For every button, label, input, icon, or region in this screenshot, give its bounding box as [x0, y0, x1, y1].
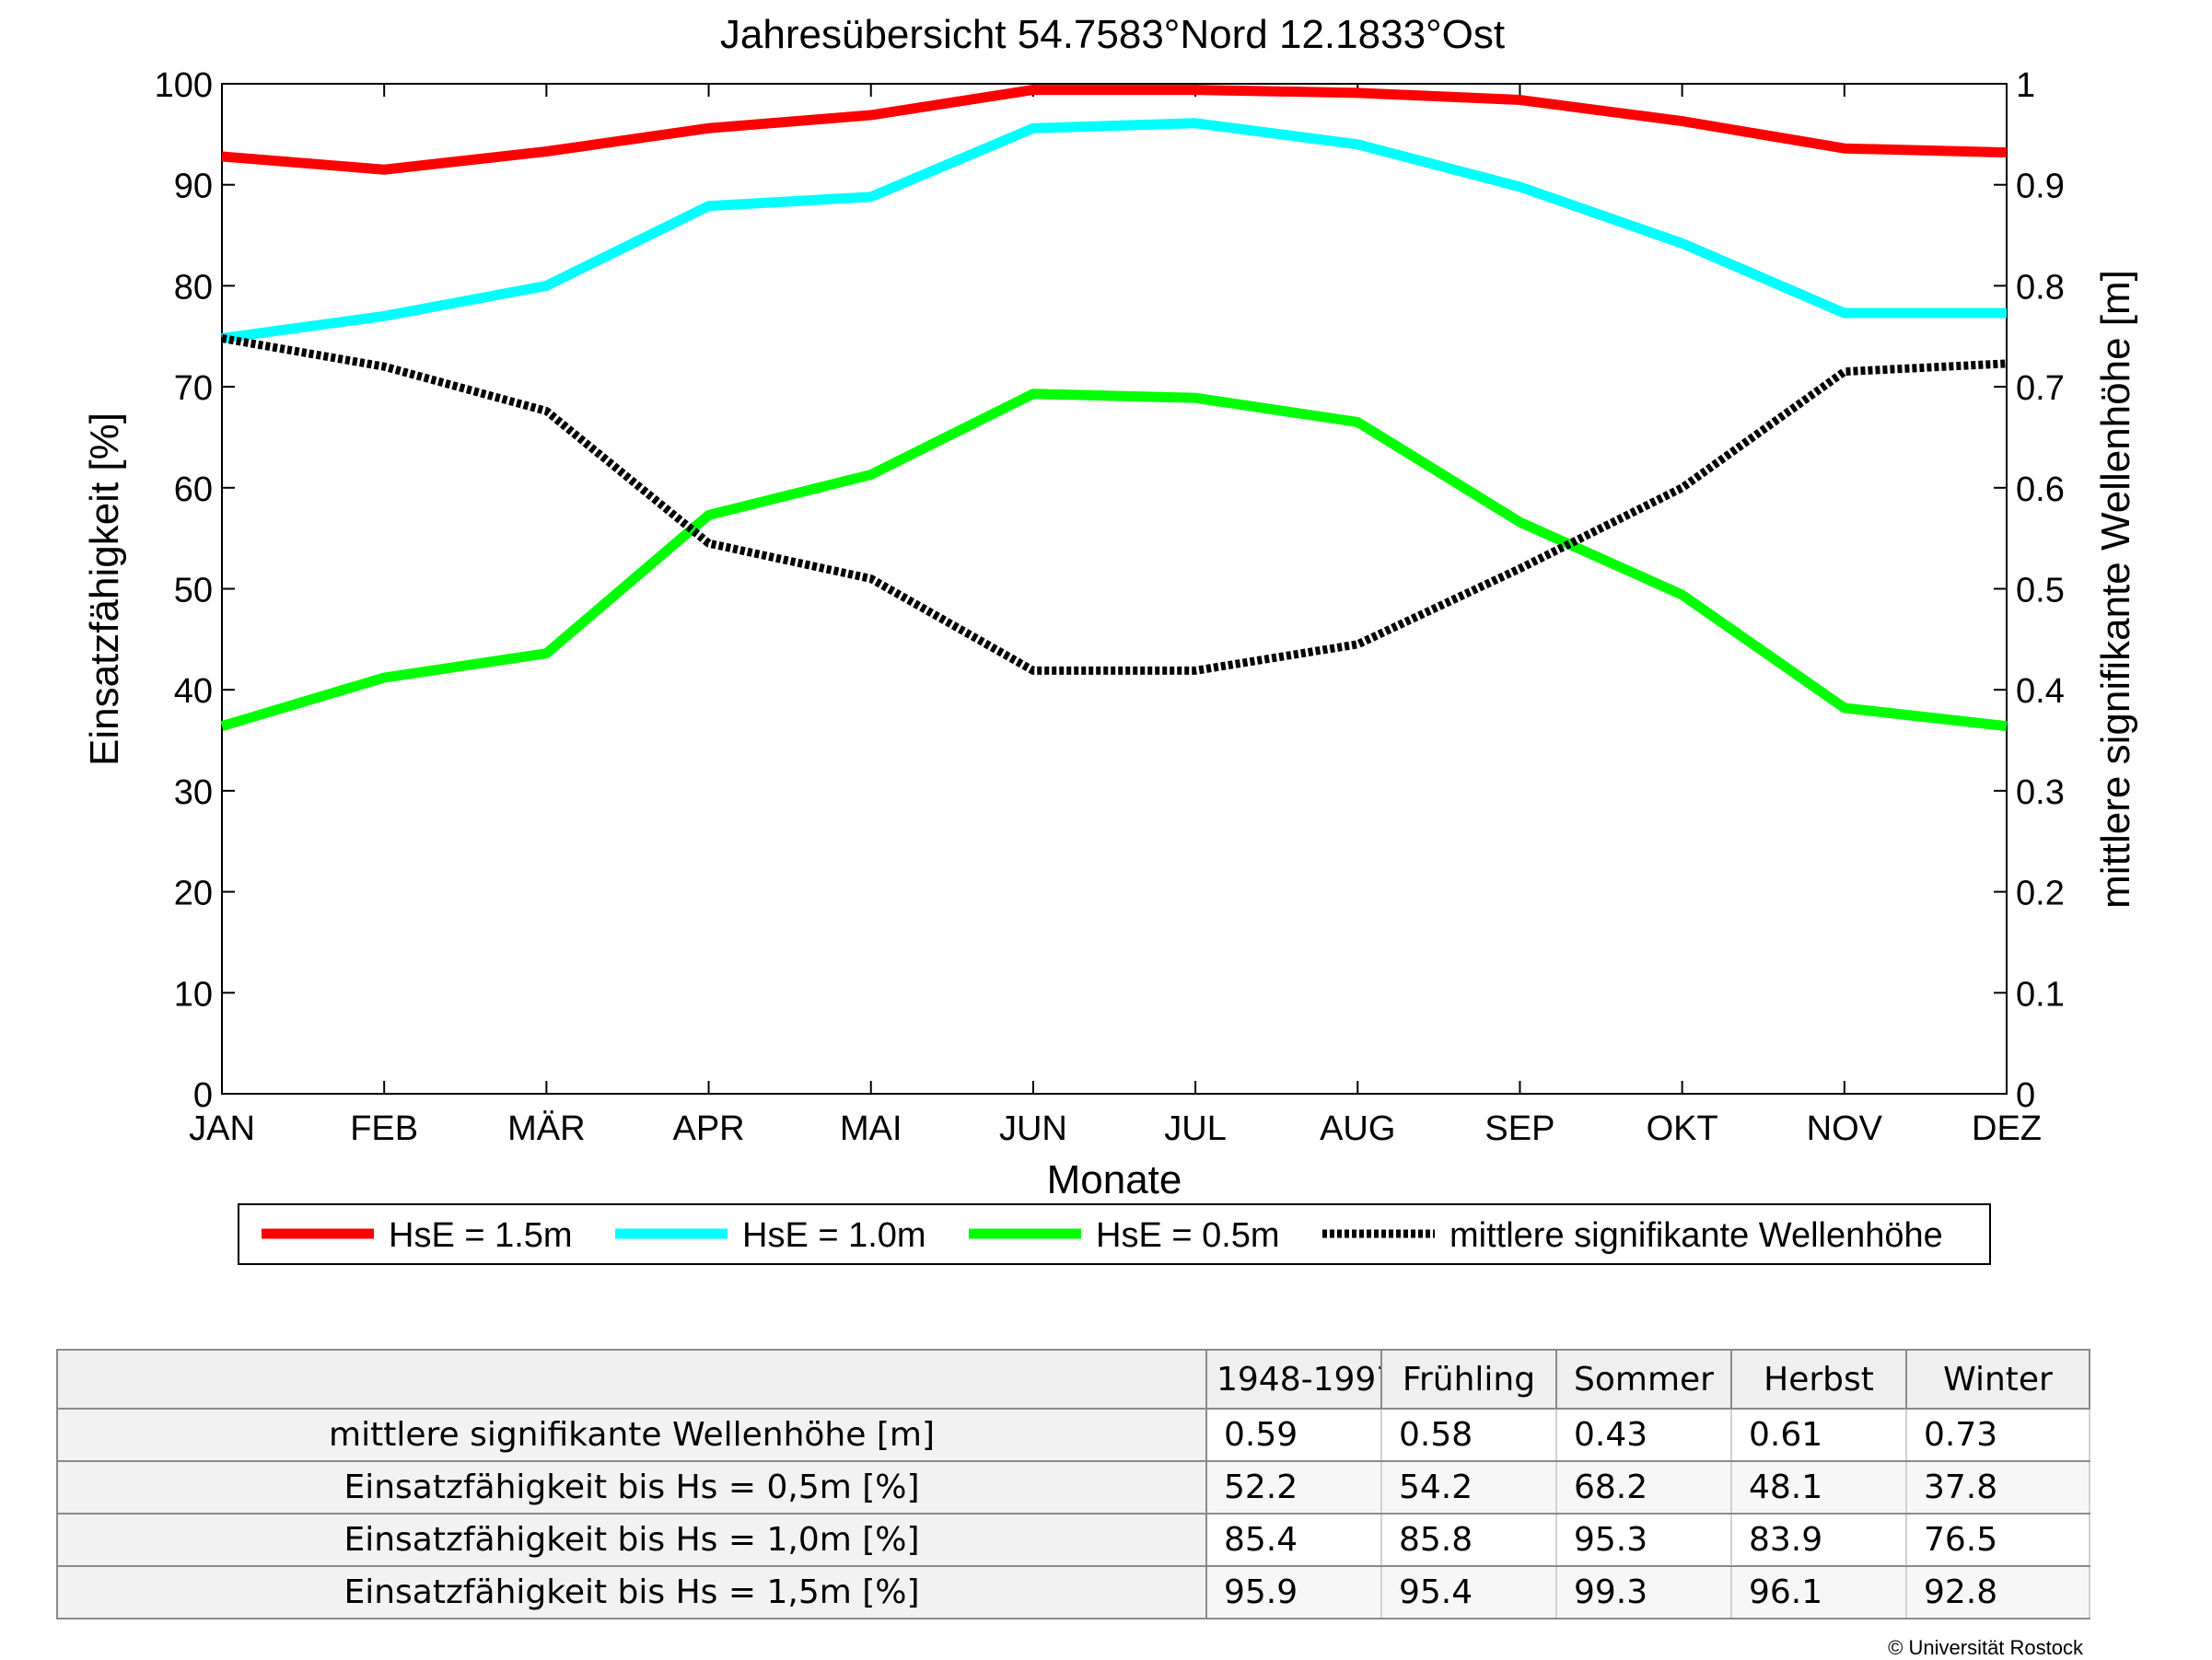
table-cell: 92.8: [1905, 1565, 2090, 1619]
y-tick-label: 100: [155, 66, 213, 105]
table-cell: 95.9: [1205, 1565, 1382, 1619]
table-row: Einsatzfähigkeit bis Hs = 0,5m [%] 52.2 54…: [56, 1460, 2090, 1515]
y2-tick-label: 0: [2016, 1076, 2035, 1115]
y2-tick-label: 0.8: [2016, 268, 2065, 307]
table-column-header: Herbst: [1730, 1349, 1907, 1410]
y-tick-label: 80: [174, 268, 213, 307]
y-axis-label: Einsatzfähigkeit [%]: [82, 412, 127, 766]
y-tick-label: 30: [174, 773, 213, 812]
table-cell: 0.59: [1205, 1408, 1382, 1462]
series-line-2: [221, 118, 2007, 343]
y-tick-label: 0: [193, 1076, 213, 1115]
series-line-1: [221, 85, 2008, 175]
series-line-3: [220, 389, 2008, 732]
y-tick-label: 20: [174, 875, 213, 913]
y-tick-label: 40: [174, 672, 213, 711]
table-cell: 95.4: [1380, 1565, 1557, 1619]
x-tick-label: MAI: [840, 1109, 902, 1148]
table-column-header: Frühling: [1380, 1349, 1557, 1410]
table-row-label: mittlere signifikante Wellenhöhe [m]: [56, 1408, 1207, 1462]
table-row: mittlere signifikante Wellenhöhe [m] 0.59…: [56, 1408, 2090, 1462]
table-cell: 0.43: [1555, 1408, 1732, 1462]
x-tick-label: DEZ: [1972, 1109, 2042, 1148]
chart-title: Jahresübersicht 54.7583°Nord 12.1833°Ost: [720, 12, 1505, 57]
x-tick-label: SEP: [1484, 1109, 1554, 1148]
y2-tick-label: 1: [2016, 66, 2035, 105]
table-cell: 0.61: [1730, 1408, 1907, 1462]
table-cell: 99.3: [1555, 1565, 1732, 1619]
table-corner-cell: [56, 1349, 1207, 1410]
table-cell: 37.8: [1905, 1460, 2090, 1515]
table-cell: 96.1: [1730, 1565, 1907, 1619]
y2-tick-label: 0.3: [2016, 773, 2065, 812]
table-column-header: Sommer: [1555, 1349, 1732, 1410]
y2-tick-label: 0.5: [2016, 572, 2065, 610]
y2-tick-label: 0.6: [2016, 470, 2065, 509]
table-header-row: 1948-1997 Frühling Sommer Herbst Winter: [56, 1349, 2090, 1410]
x-axis-label: Monate: [1047, 1157, 1182, 1202]
table-row-label: Einsatzfähigkeit bis Hs = 0,5m [%]: [56, 1460, 1207, 1515]
copyright-notice: © Universität Rostock: [1888, 1636, 2083, 1659]
table-column-header: Winter: [1905, 1349, 2090, 1410]
x-tick-label: JAN: [189, 1109, 255, 1148]
legend-label-3: HsE = 0.5m: [1096, 1216, 1280, 1255]
statistics-table: 1948-1997 Frühling Sommer Herbst Winter mitt…: [56, 1349, 2090, 1619]
table-row-label: Einsatzfähigkeit bis Hs = 1,0m [%]: [56, 1513, 1207, 1567]
table-cell: 48.1: [1730, 1460, 1907, 1515]
legend-label-2: HsE = 1.0m: [742, 1216, 926, 1255]
table-column-header: 1948-1997: [1205, 1349, 1382, 1410]
y2-tick-label: 0.7: [2016, 369, 2065, 408]
y-tick-label: 10: [174, 975, 213, 1014]
table-row: Einsatzfähigkeit bis Hs = 1,5m [%] 95.9 95…: [56, 1565, 2090, 1619]
table-cell: 0.58: [1380, 1408, 1557, 1462]
y2-tick-label: 0.1: [2016, 975, 2065, 1014]
table-cell: 52.2: [1205, 1460, 1382, 1515]
y-axis-right: 0 0.1 0.2 0.3 0.4 0.5 0.6 0.7 0.8 0.9 1: [1994, 66, 2065, 1115]
x-tick-label: MÄR: [507, 1109, 585, 1148]
x-tick-label: NOV: [1807, 1109, 1883, 1148]
y2-tick-label: 0.2: [2016, 875, 2065, 913]
table-cell: 85.4: [1205, 1513, 1382, 1567]
legend-label-1: HsE = 1.5m: [389, 1216, 573, 1255]
x-tick-label: FEB: [350, 1109, 418, 1148]
legend-box: [238, 1203, 1991, 1265]
y-tick-label: 70: [174, 369, 213, 408]
table-cell: 85.8: [1380, 1513, 1557, 1567]
table-cell: 76.5: [1905, 1513, 2090, 1567]
y-tick-label: 60: [174, 470, 213, 509]
legend-label-4: mittlere signifikante Wellenhöhe: [1449, 1216, 1943, 1255]
y2-axis-label: mittlere signifikante Wellenhöhe [m]: [2093, 270, 2138, 909]
x-tick-label: OKT: [1647, 1109, 1718, 1148]
x-tick-label: AUG: [1320, 1109, 1395, 1148]
table-row: Einsatzfähigkeit bis Hs = 1,0m [%] 85.4 85…: [56, 1513, 2090, 1567]
x-tick-label: APR: [672, 1109, 744, 1148]
y-axis-left: 0 10 20 30 40 50 60 70 80 90 100: [155, 66, 235, 1115]
x-tick-label: JUL: [1164, 1109, 1227, 1148]
plot-frame: [221, 83, 2008, 1095]
x-axis: JAN FEB MÄR APR MAI JUN JUL AUG SEP OKT NOV DEZ: [189, 84, 2042, 1148]
x-tick-label: JUN: [999, 1109, 1067, 1148]
y2-tick-label: 0.4: [2016, 672, 2065, 711]
chart: Jahresübersicht 54.7583°Nord 12.1833°Ost…: [82, 12, 2138, 1265]
y-tick-label: 50: [174, 572, 213, 610]
table-cell: 68.2: [1555, 1460, 1732, 1515]
table-cell: 83.9: [1730, 1513, 1907, 1567]
table-cell: 0.73: [1905, 1408, 2090, 1462]
table-cell: 54.2: [1380, 1460, 1557, 1515]
series-line-4: [221, 334, 2008, 675]
y-tick-label: 90: [174, 168, 213, 206]
table-cell: 95.3: [1555, 1513, 1732, 1567]
y2-tick-label: 0.9: [2016, 168, 2065, 206]
legend: HsE = 1.5m HsE = 1.0m HsE = 0.5m mittlere s…: [238, 1203, 1991, 1265]
series-layer: [220, 85, 2008, 732]
table-row-label: Einsatzfähigkeit bis Hs = 1,5m [%]: [56, 1565, 1207, 1619]
